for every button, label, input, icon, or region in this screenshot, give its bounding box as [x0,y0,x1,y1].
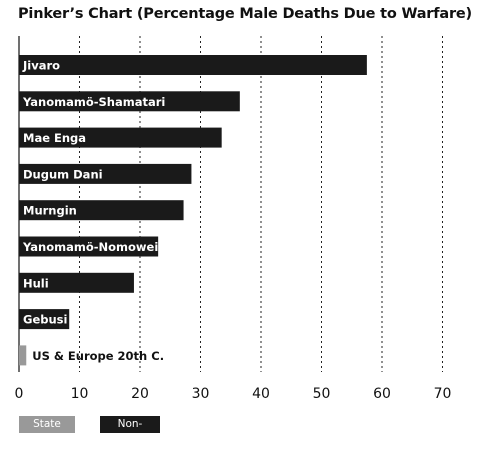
bar [19,55,367,75]
bar-label: Huli [23,276,49,290]
x-tick-label: 40 [252,386,270,402]
x-tick-label: 10 [71,386,89,402]
bar [19,272,134,293]
bar [19,163,192,184]
bar [19,91,240,112]
bar [19,236,159,257]
bar [19,127,222,148]
bar-label: US & Europe 20th C. [32,349,164,363]
bar-label: Jivaro [22,59,60,73]
x-tick-label: 30 [192,386,210,402]
bar-label: Gebusi [23,313,67,327]
bar-label: Murngin [23,204,77,218]
bar [19,200,184,221]
x-tick-label: 50 [313,386,331,402]
legend-item-state: State [19,416,75,433]
x-tick-label: 20 [131,386,149,402]
x-tick-label: 60 [373,386,391,402]
x-tick-label: 0 [15,386,24,402]
bar [19,345,27,366]
bar-label: Yanomamö-Nomowei [22,240,158,254]
bar-label: Yanomamö-Shamatari [22,95,165,109]
x-tick-label: 70 [434,386,452,402]
bar [19,309,70,330]
legend-item-non-state: Non-State [100,416,160,447]
bar-label: Dugum Dani [23,167,103,181]
bar-label: Mae Enga [23,131,86,145]
chart-title: Pinker’s Chart (Percentage Male Deaths D… [18,6,472,22]
